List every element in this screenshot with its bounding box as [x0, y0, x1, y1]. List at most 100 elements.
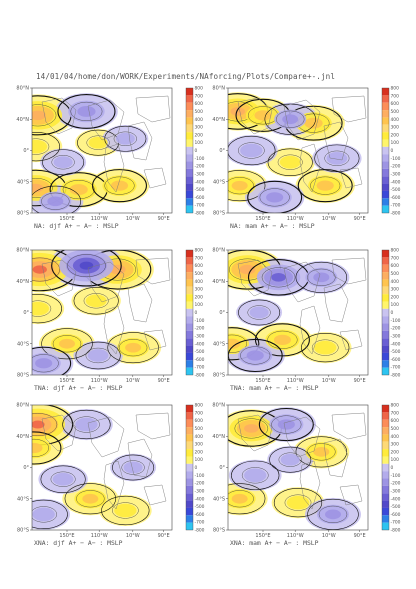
anomaly-core	[85, 294, 107, 308]
colorbar-cell	[186, 478, 193, 486]
coastline	[323, 283, 349, 323]
colorbar-cell	[186, 117, 193, 125]
lon-tick-label: 150°E	[59, 533, 74, 539]
contour-line	[76, 490, 105, 508]
colorbar-cell	[382, 286, 389, 295]
mslp-map-panel: 80°N 40°N 0° 40°S 80°S 150°E 110°W 10°W 90°E XNA:…	[16, 403, 204, 548]
colorbar-level-label: 500	[391, 426, 400, 432]
colorbar-level-label: -500	[195, 504, 205, 510]
panel-caption: XNA: djf A+ − A− : MSLP	[34, 539, 123, 547]
contour-line	[92, 169, 147, 203]
contour-line	[267, 148, 313, 176]
colorbar-cell	[186, 405, 193, 413]
contour-line	[258, 407, 314, 442]
colorbar-cell	[186, 463, 193, 472]
lon-tick-label: 90°E	[158, 533, 170, 539]
anomaly-core	[244, 424, 259, 433]
colorbar-cell	[186, 419, 193, 428]
colorbar-level-label: 300	[195, 125, 204, 131]
colorbar-cell	[382, 449, 389, 457]
panel-caption: XNA: mam A+ − A− : MSLP	[230, 539, 319, 547]
colorbar-level-label: 400	[391, 279, 400, 285]
contour-line	[324, 150, 350, 166]
colorbar-cell	[186, 124, 193, 133]
contour-line	[50, 471, 76, 487]
coastline	[41, 97, 77, 135]
contour-line	[269, 446, 312, 473]
contour-line	[228, 327, 260, 361]
coastline	[299, 460, 321, 510]
colorbar-cell	[382, 412, 389, 420]
anomaly-core	[52, 472, 74, 486]
contour-line	[118, 339, 148, 357]
colorbar-level-label: -400	[391, 496, 401, 502]
panel-caption: NA: mam A+ − A− : MSLP	[230, 222, 315, 230]
colorbar-cell	[382, 360, 389, 368]
colorbar-cell	[186, 515, 193, 523]
colorbar-cell	[382, 427, 389, 435]
colorbar-level-label: 700	[391, 255, 400, 261]
colorbar-level-label: 700	[391, 93, 400, 99]
colorbar-level-label: 0	[195, 148, 198, 154]
colorbar-cell	[382, 190, 389, 199]
contour-line	[32, 438, 49, 457]
contour-line	[238, 142, 265, 159]
lat-tick-label: 80°N	[212, 403, 225, 409]
contour-line	[40, 465, 86, 493]
anomaly-core	[326, 151, 348, 165]
anomaly-core	[32, 139, 48, 154]
contour-line	[51, 155, 75, 170]
lon-tick-label: 150°E	[255, 216, 270, 222]
contour-line	[32, 346, 72, 375]
contour-line	[261, 267, 296, 288]
lat-tick-label: 0°	[219, 310, 225, 316]
colorbar-level-label: 300	[391, 287, 400, 293]
coastline	[127, 121, 153, 161]
coastline	[87, 99, 125, 141]
lat-tick-label: 80°N	[212, 86, 225, 92]
colorbar-cell	[186, 500, 193, 508]
plot-path-header: 14/01/04/home/don/WORK/Experiments/NAfor…	[36, 72, 335, 81]
lat-tick-label: 80°S	[17, 373, 29, 379]
colorbar-level-label: -600	[391, 512, 401, 518]
contour-line	[75, 341, 121, 370]
colorbar-level-label: -200	[195, 481, 205, 487]
contour-line	[104, 176, 135, 195]
colorbar-cell	[186, 507, 193, 516]
lat-tick-label: 0°	[23, 310, 29, 316]
anomaly-core	[32, 442, 43, 454]
mslp-map-panel: 80°N 40°N 0° 40°S 80°S 150°E 110°W 10°W 90°E TNA:…	[16, 248, 204, 393]
contour-line	[234, 418, 269, 439]
colorbar-level-label: -100	[391, 473, 401, 479]
colorbar-level-label: 100	[391, 457, 400, 463]
contour-line	[32, 506, 57, 523]
lat-tick-label: 40°S	[17, 496, 29, 502]
anomaly-core	[228, 338, 241, 349]
contour-line	[73, 287, 119, 315]
panel-caption: TNA: mam A+ − A− : MSLP	[230, 384, 319, 392]
contour-line	[247, 180, 303, 213]
colorbar-level-label: 200	[391, 294, 400, 300]
contour-line	[32, 185, 82, 213]
colorbar-level-label: -400	[195, 341, 205, 347]
colorbar-cell	[186, 316, 193, 324]
colorbar-level-label: 600	[391, 101, 400, 107]
contour-line	[32, 131, 60, 162]
colorbar-level-label: 100	[391, 302, 400, 308]
lat-tick-label: 80°S	[213, 211, 225, 217]
contour-line	[32, 499, 68, 529]
coastline	[135, 257, 171, 285]
lat-tick-label: 40°S	[213, 179, 225, 185]
anomaly-field	[228, 92, 367, 213]
colorbar-level-label: -100	[195, 318, 205, 324]
colorbar-cell	[382, 102, 389, 111]
colorbar-level-label: 800	[391, 403, 400, 409]
lat-tick-label: 80°N	[16, 86, 29, 92]
colorbar-cell	[186, 132, 193, 140]
colorbar-level-label: 700	[195, 255, 204, 261]
colorbar-level-label: -700	[195, 203, 205, 209]
contour-line	[295, 436, 348, 468]
colorbar-cell	[382, 264, 389, 273]
anomaly-core	[325, 509, 341, 520]
colorbar-cell	[382, 352, 389, 361]
